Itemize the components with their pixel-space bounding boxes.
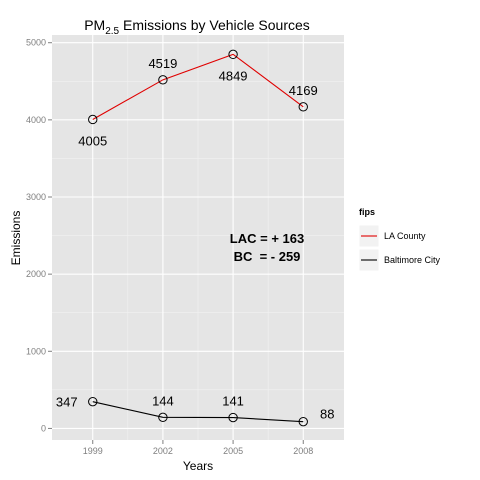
x-tick-label: 2005 [223, 446, 243, 456]
chart-title-rest: Emissions by Vehicle Sources [119, 17, 310, 33]
legend-entry-label: LA County [384, 231, 426, 241]
y-tick-label: 5000 [26, 38, 46, 48]
y-axis-label: Emissions [9, 211, 23, 266]
data-label: 4005 [78, 133, 107, 148]
legend: fips LA County Baltimore City [359, 207, 441, 271]
data-label: 4849 [219, 68, 248, 83]
y-tick-label: 3000 [26, 192, 46, 202]
y-tick-label: 0 [41, 423, 46, 433]
y-tick-label: 4000 [26, 115, 46, 125]
data-label: 88 [320, 407, 334, 422]
data-label: 4169 [289, 83, 318, 98]
legend-title: fips [359, 207, 375, 217]
x-tick-label: 1999 [83, 446, 103, 456]
legend-entry-label: Baltimore City [384, 255, 441, 265]
y-tick-label: 2000 [26, 269, 46, 279]
x-tick-label: 2008 [293, 446, 313, 456]
x-axis-label: Years [183, 459, 213, 473]
data-label: 4519 [148, 56, 177, 71]
data-label: 141 [222, 394, 244, 409]
y-tick-label: 1000 [26, 346, 46, 356]
data-label: 347 [56, 395, 78, 410]
chart-title: PM2.5 Emissions by Vehicle Sources [84, 17, 310, 37]
annotation-lac: LAC = + 163 [230, 231, 304, 246]
chart-title-main: PM [84, 17, 105, 33]
data-label: 144 [152, 393, 174, 408]
annotation-bc: BC = - 259 [234, 249, 301, 264]
x-tick-label: 2002 [153, 446, 173, 456]
